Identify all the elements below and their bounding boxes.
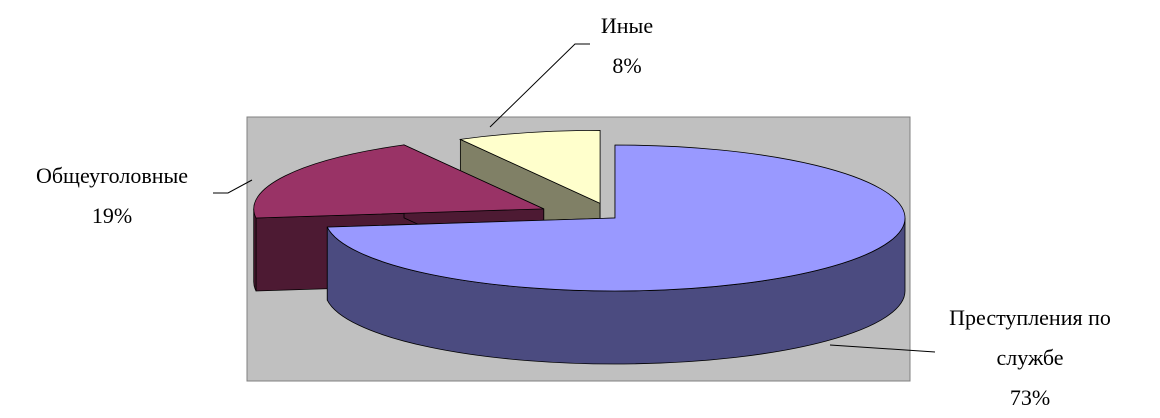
chart: Преступления по службе 73% Общеуголовные 19… [2,6,1111,410]
slice-label: Преступления по службе 73% [930,298,1130,418]
slice-label: Общеуголовные 19% [2,156,222,236]
slice-value: 19% [91,203,133,228]
leader-line [829,344,936,353]
slice-value: 8% [612,53,642,78]
leader-line [213,179,253,194]
slice-name: Преступления по службе [949,305,1111,370]
pie [253,129,906,365]
slice [458,129,601,204]
chart-svg [213,43,936,382]
slice-name: Иные [600,13,654,38]
slice-side [253,208,257,292]
slice [253,144,544,219]
slice-label: Иные 8% [567,6,687,86]
slice-value: 73% [1009,385,1051,410]
slice-name: Общеуголовные [35,163,189,188]
slice [326,144,906,292]
leader-line [489,43,590,128]
